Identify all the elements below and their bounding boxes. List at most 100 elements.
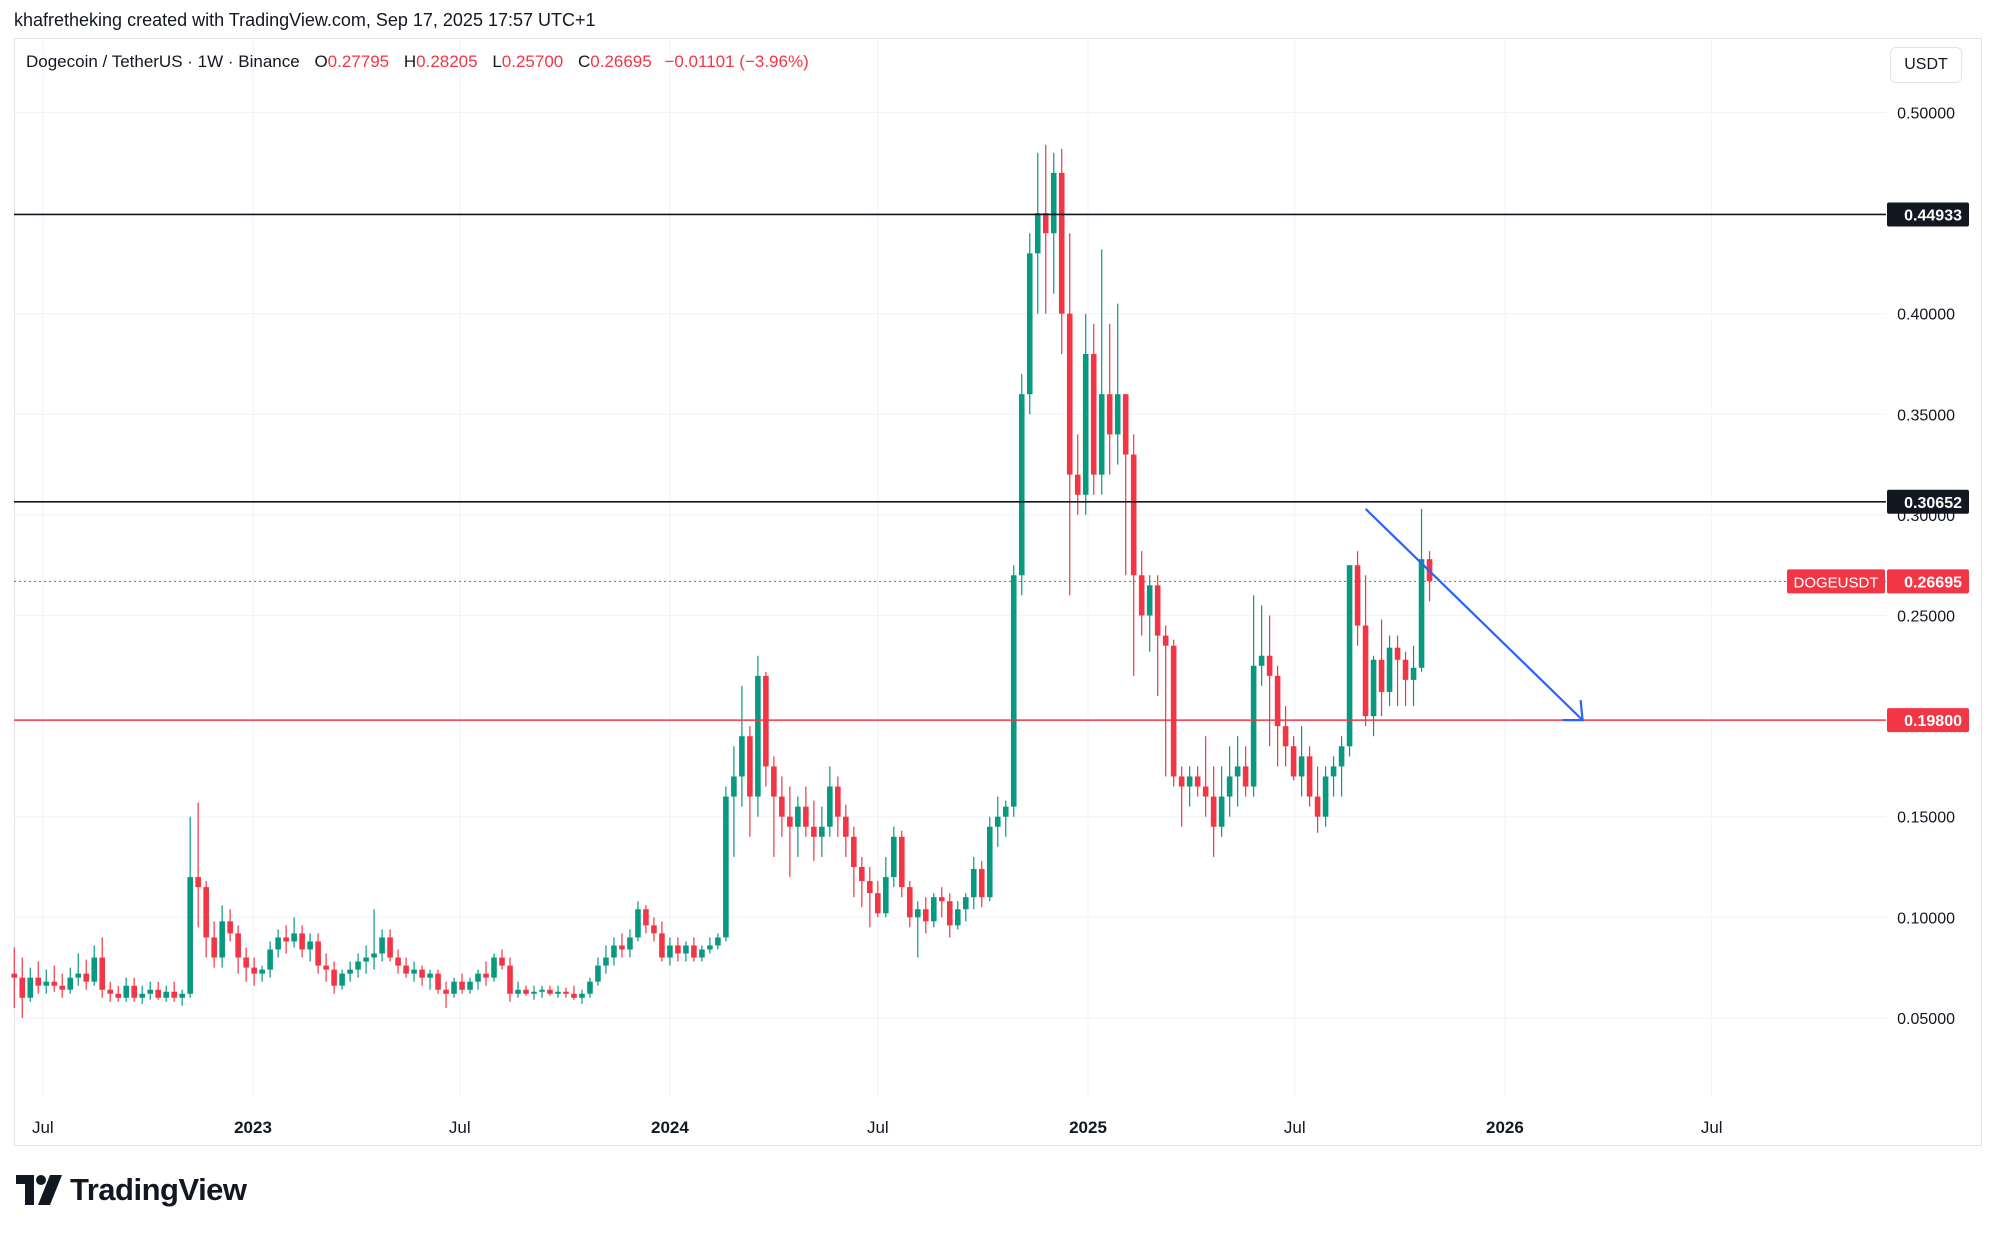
candle bbox=[1074, 434, 1081, 515]
candle bbox=[779, 776, 785, 837]
candle-body bbox=[507, 965, 513, 994]
candle bbox=[315, 933, 321, 974]
level-price-label: 0.30652 bbox=[1904, 495, 1962, 512]
candle bbox=[1034, 152, 1041, 314]
candle-body bbox=[675, 945, 681, 954]
last-price-tag bbox=[1887, 569, 1969, 594]
candle bbox=[403, 957, 409, 978]
candle bbox=[555, 985, 561, 998]
candle-body bbox=[523, 989, 529, 994]
candle bbox=[1210, 766, 1217, 857]
candle bbox=[51, 965, 58, 992]
candle bbox=[659, 921, 665, 962]
candle bbox=[763, 671, 769, 787]
candle-body bbox=[1178, 776, 1185, 787]
currency-button[interactable]: USDT bbox=[1890, 47, 1962, 83]
candle bbox=[1090, 323, 1097, 495]
candle-body bbox=[803, 806, 809, 827]
candle bbox=[1042, 144, 1049, 314]
attribution-text: khafretheking created with TradingView.c… bbox=[14, 10, 596, 30]
candle bbox=[1370, 655, 1377, 737]
candle bbox=[499, 949, 505, 970]
candle bbox=[795, 796, 801, 857]
candle bbox=[1098, 249, 1105, 495]
candle-body bbox=[291, 933, 297, 942]
candle bbox=[219, 905, 225, 968]
candle-body bbox=[451, 981, 457, 994]
legend-high-value: 0.28205 bbox=[416, 52, 478, 71]
candle-body bbox=[579, 993, 585, 998]
candle bbox=[819, 806, 825, 857]
y-tick-label: 0.35000 bbox=[1897, 407, 1955, 424]
candle-body bbox=[954, 909, 961, 926]
candle bbox=[851, 826, 857, 898]
candle bbox=[115, 985, 122, 1002]
candle bbox=[283, 925, 289, 954]
candle bbox=[339, 969, 345, 990]
candle-body bbox=[355, 961, 361, 970]
candle bbox=[67, 967, 74, 994]
candle-body bbox=[219, 921, 225, 958]
candle bbox=[563, 987, 569, 998]
candle bbox=[227, 909, 233, 942]
tradingview-logo[interactable]: TradingView bbox=[16, 1172, 247, 1208]
candle-body bbox=[379, 937, 385, 954]
candle bbox=[491, 953, 497, 982]
candle bbox=[1082, 313, 1089, 515]
candle bbox=[211, 921, 217, 968]
candle-body bbox=[75, 973, 82, 978]
candle bbox=[938, 887, 945, 918]
candle bbox=[691, 937, 697, 962]
candle-body bbox=[1314, 796, 1321, 817]
candle bbox=[1266, 615, 1273, 747]
candle bbox=[1378, 619, 1385, 717]
candle-body bbox=[1234, 766, 1241, 777]
x-tick-label: Jul bbox=[867, 1118, 889, 1137]
candle bbox=[179, 989, 185, 1006]
y-tick-label: 0.05000 bbox=[1897, 1011, 1955, 1028]
candle bbox=[907, 881, 913, 928]
candle bbox=[835, 776, 841, 837]
x-tick-label: 2023 bbox=[234, 1118, 272, 1137]
candle-body bbox=[331, 969, 337, 986]
candle-body bbox=[1074, 474, 1081, 495]
candle-body bbox=[315, 941, 321, 966]
candle-body bbox=[787, 816, 793, 827]
candle-body bbox=[459, 981, 465, 990]
candle-body bbox=[339, 973, 345, 986]
candle bbox=[843, 804, 849, 857]
candle-body bbox=[275, 937, 281, 950]
candle-body bbox=[1394, 647, 1401, 660]
candle-body bbox=[747, 736, 753, 797]
candle bbox=[419, 965, 425, 986]
candle bbox=[1418, 508, 1425, 672]
candle bbox=[467, 977, 473, 994]
candle-body bbox=[779, 796, 785, 817]
candle-body bbox=[1154, 585, 1161, 636]
candle-body bbox=[1018, 394, 1025, 576]
candle-body bbox=[443, 989, 449, 994]
candle bbox=[587, 977, 593, 998]
candle bbox=[299, 925, 305, 958]
candle bbox=[75, 953, 82, 986]
candle-body bbox=[707, 945, 713, 950]
candle-body bbox=[1186, 776, 1193, 787]
candle-body bbox=[1346, 565, 1353, 747]
candle-body bbox=[771, 766, 777, 797]
level-price-label: 0.19800 bbox=[1904, 713, 1962, 730]
candle-body bbox=[627, 937, 633, 950]
candle bbox=[803, 786, 809, 837]
candle bbox=[627, 929, 633, 958]
candle bbox=[994, 796, 1001, 847]
candle-body bbox=[1362, 625, 1369, 717]
candle bbox=[1050, 152, 1057, 294]
candle bbox=[954, 901, 961, 930]
candle-body bbox=[283, 937, 289, 942]
x-tick-label: Jul bbox=[32, 1118, 54, 1137]
candle-body bbox=[1058, 172, 1065, 314]
candle bbox=[267, 941, 273, 978]
legend-close-label: C bbox=[577, 52, 591, 71]
chart-frame bbox=[14, 38, 1982, 1146]
candlestick-chart[interactable]: 0.44933 0.30652 0.19800 DOGEUSDT 0.26695 0.0… bbox=[0, 0, 1999, 1160]
candle-body bbox=[859, 867, 865, 882]
